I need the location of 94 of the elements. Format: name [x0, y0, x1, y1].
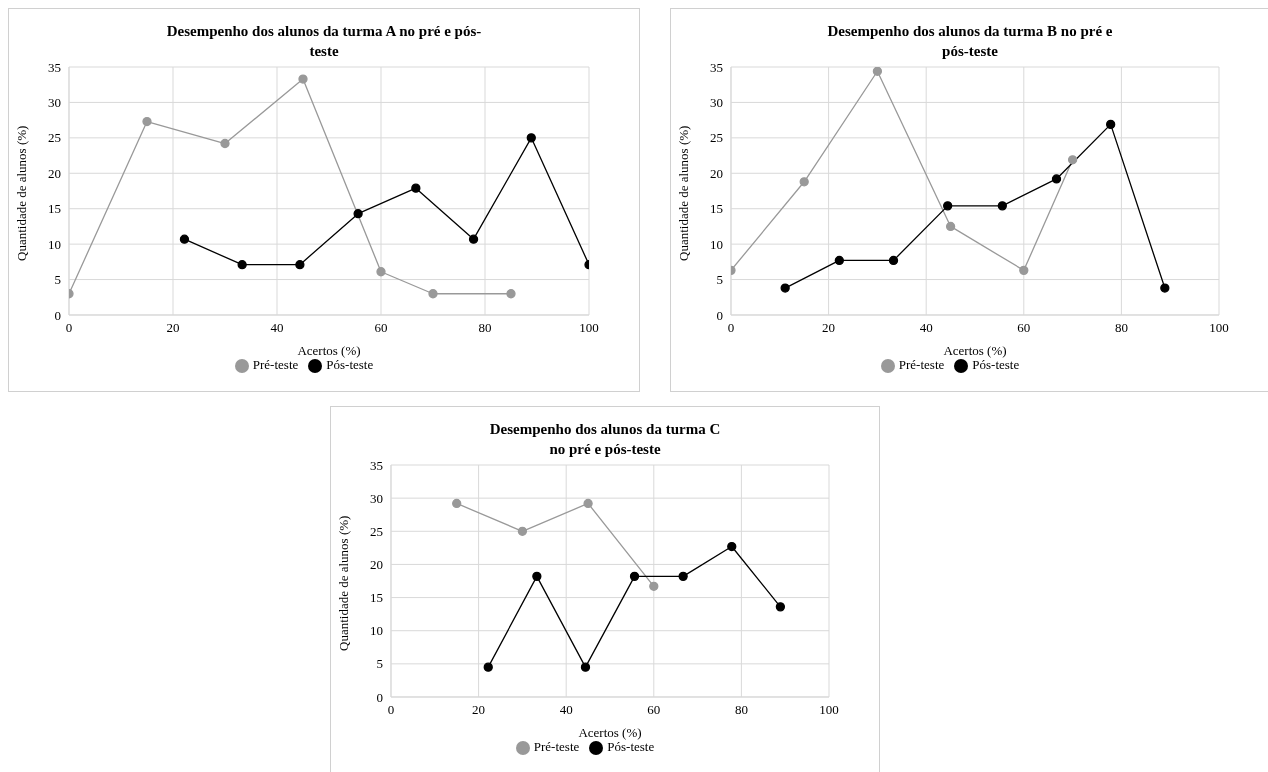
y-tick-label: 20 — [370, 557, 383, 573]
y-axis-title: Quantidade de alunos (%) — [335, 515, 351, 651]
legend-label: Pré-teste — [898, 356, 945, 372]
x-tick-label: 60 — [647, 702, 661, 718]
x-tick-label: 40 — [919, 320, 933, 336]
y-tick-label: 5 — [376, 656, 383, 672]
point — [298, 74, 308, 84]
x-tick-label: 100 — [579, 320, 599, 336]
y-tick-label: 10 — [370, 623, 383, 639]
y-tick-label: 30 — [48, 95, 61, 111]
point — [997, 201, 1007, 211]
y-tick-label: 30 — [710, 95, 723, 111]
point — [428, 289, 438, 299]
legend-label: Pré-teste — [252, 356, 299, 372]
x-tick-label: 20 — [472, 702, 486, 718]
point — [220, 138, 230, 149]
y-tick-label: 35 — [48, 59, 61, 75]
x-tick-label: 100 — [1209, 320, 1229, 336]
point — [799, 177, 809, 187]
point — [506, 289, 516, 299]
y-tick-label: 35 — [370, 457, 383, 473]
point — [1067, 155, 1078, 165]
point — [945, 221, 956, 232]
point — [532, 571, 542, 581]
point — [411, 183, 421, 193]
point — [780, 283, 790, 293]
y-tick-label: 0 — [716, 307, 723, 323]
y-tick-label: 35 — [710, 59, 723, 75]
y-tick-label: 10 — [710, 236, 723, 252]
point — [583, 498, 593, 509]
y-tick-label: 5 — [716, 272, 723, 288]
y-tick-label: 0 — [54, 307, 61, 323]
point — [580, 662, 591, 672]
point — [834, 255, 844, 266]
legend-label: Pré-teste — [533, 738, 580, 754]
x-tick-label: 60 — [1017, 320, 1031, 336]
point — [376, 267, 386, 277]
point — [452, 498, 462, 509]
point — [678, 571, 688, 581]
legend-label: Pós-teste — [326, 357, 374, 372]
y-tick-label: 10 — [48, 236, 61, 252]
point — [943, 201, 953, 211]
y-tick-label: 15 — [370, 590, 383, 606]
point — [295, 260, 305, 270]
x-tick-label: 0 — [65, 320, 73, 336]
y-tick-label: 5 — [54, 272, 61, 288]
x-tick-label: 80 — [478, 320, 492, 336]
point — [142, 116, 152, 127]
y-tick-label: 25 — [48, 130, 61, 146]
x-axis-title: Acertos (%) — [578, 724, 642, 740]
x-tick-label: 40 — [559, 702, 573, 718]
y-axis-title: Quantidade de alunos (%) — [675, 125, 691, 261]
point — [1051, 174, 1062, 184]
y-axis-title: Quantidade de alunos (%) — [13, 125, 29, 261]
chart-title: Desempenho dos alunos da turma C no pré e pós-teste — [488, 420, 722, 459]
point — [1019, 265, 1029, 275]
point — [775, 602, 786, 612]
legend-label: Pós-teste — [607, 739, 655, 754]
y-tick-label: 20 — [710, 165, 723, 181]
y-tick-label: 15 — [710, 201, 723, 217]
point — [649, 581, 659, 591]
y-tick-label: 0 — [376, 689, 383, 705]
point — [483, 662, 493, 672]
point — [179, 234, 190, 244]
chart-title: Desempenho dos alunos da turma A no pré e pós-teste — [165, 22, 483, 61]
point — [237, 260, 247, 270]
point — [517, 526, 528, 536]
point — [872, 67, 883, 76]
point — [888, 255, 899, 266]
point — [468, 234, 479, 244]
y-tick-label: 25 — [710, 130, 723, 146]
y-tick-label: 25 — [370, 523, 383, 539]
y-tick-label: 15 — [48, 201, 61, 217]
x-tick-label: 80 — [1114, 320, 1128, 336]
y-tick-label: 20 — [48, 165, 61, 181]
y-tick-label: 30 — [370, 490, 383, 506]
legend-label: Pós-teste — [972, 357, 1020, 372]
x-tick-label: 0 — [727, 320, 735, 336]
x-tick-label: 100 — [819, 702, 839, 718]
x-tick-label: 20 — [166, 320, 180, 336]
x-tick-label: 0 — [387, 702, 395, 718]
point — [353, 209, 363, 219]
point — [1160, 283, 1170, 293]
x-tick-label: 80 — [734, 702, 748, 718]
x-tick-label: 40 — [270, 320, 284, 336]
point — [1106, 119, 1116, 130]
point — [629, 571, 640, 581]
x-tick-label: 20 — [822, 320, 836, 336]
x-axis-title: Acertos (%) — [943, 342, 1007, 358]
point — [727, 541, 737, 552]
chart-title: Desempenho dos alunos da turma B no pré e pós-teste — [826, 22, 1114, 61]
x-axis-title: Acertos (%) — [297, 342, 361, 358]
x-tick-label: 60 — [374, 320, 388, 336]
point — [526, 133, 536, 143]
